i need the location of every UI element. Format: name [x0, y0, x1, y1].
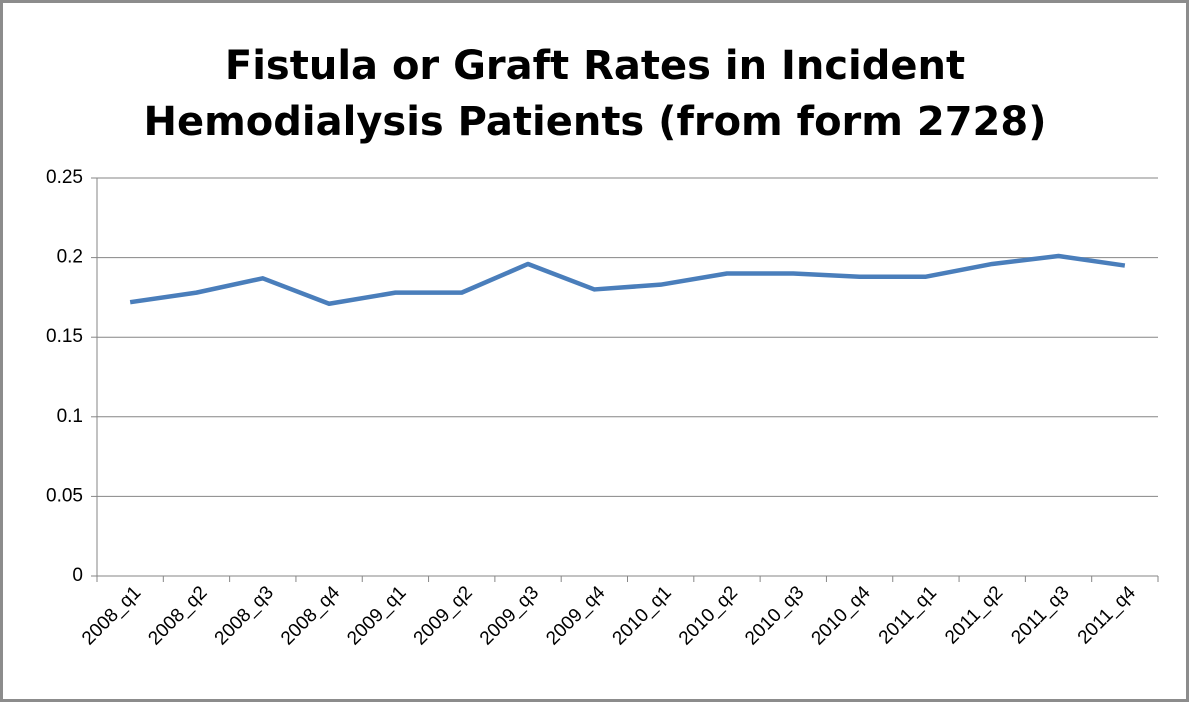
- x-tick-label: 2008_q4: [277, 582, 344, 649]
- x-tick-label: 2010_q4: [808, 582, 875, 649]
- line-series: [129, 253, 1126, 307]
- y-tick-label: 0.2: [57, 247, 83, 268]
- x-tick-label: 2008_q1: [78, 582, 145, 649]
- x-tick-label: 2011_q2: [941, 582, 1007, 648]
- x-tick-label: 2008_q3: [211, 582, 278, 649]
- x-tick-label: 2010_q2: [675, 582, 742, 649]
- x-tick-label: 2010_q1: [609, 582, 676, 649]
- x-tick-label: 2010_q3: [741, 582, 808, 649]
- x-tick-label: 2011_q3: [1007, 582, 1073, 648]
- x-tick-label: 2011_q4: [1074, 582, 1140, 648]
- y-tick-label: 0: [72, 565, 83, 586]
- x-tick-label: 2011_q1: [875, 582, 941, 648]
- x-tick-label: 2009_q4: [542, 582, 609, 649]
- x-tick-label: 2009_q2: [410, 582, 477, 649]
- chart-title: Fistula or Graft Rates in Incident Hemod…: [143, 43, 1047, 145]
- y-tick-label: 0.1: [57, 406, 83, 427]
- y-tick-label: 0.15: [46, 326, 83, 347]
- y-tick-label: 0.25: [46, 167, 83, 188]
- y-tick-label: 0.05: [46, 485, 83, 506]
- x-tick-label: 2008_q2: [144, 582, 211, 649]
- x-tick-label: 2009_q1: [343, 582, 410, 649]
- x-tick-label: 2009_q3: [476, 582, 543, 649]
